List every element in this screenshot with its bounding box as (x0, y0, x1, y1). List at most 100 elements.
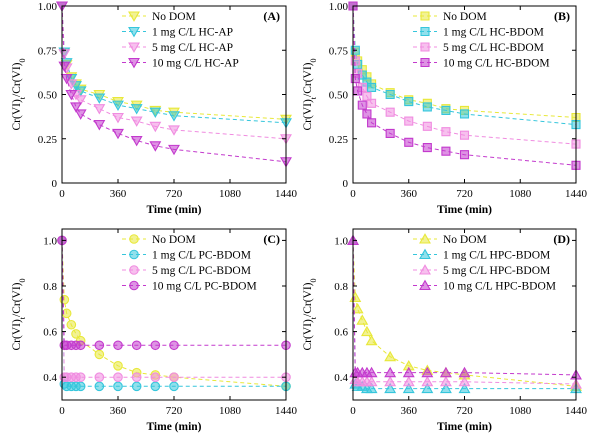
y-tick-label: 0.6 (43, 327, 57, 339)
panel-label: (C) (263, 232, 280, 246)
data-point (367, 82, 377, 92)
y-tick-label: 0.50 (38, 90, 58, 102)
legend-marker (129, 265, 139, 275)
legend-marker (128, 57, 140, 69)
data-point (150, 340, 161, 351)
series-line-1 (61, 240, 287, 387)
data-point (113, 381, 123, 392)
data-point (113, 372, 123, 383)
data-point (459, 109, 470, 119)
y-tick-label: 0 (343, 178, 349, 190)
x-tick-label: 1440 (275, 405, 298, 417)
data-point (71, 329, 81, 339)
data-point (353, 86, 363, 96)
y-tick-label: 0 (52, 178, 58, 190)
data-point (439, 382, 452, 394)
data-point (459, 150, 470, 160)
data-point (150, 372, 161, 383)
data-point (75, 372, 86, 383)
data-point (385, 128, 395, 138)
legend-marker (129, 249, 139, 260)
data-point (65, 89, 78, 101)
data-point (74, 109, 87, 120)
x-axis-title: Time (min) (437, 421, 492, 433)
series-line-2 (61, 240, 286, 387)
data-point (74, 95, 87, 106)
x-tick-label: 0 (59, 188, 65, 200)
y-tick-label: 0.4 (334, 372, 348, 384)
x-tick-label: 1080 (219, 405, 242, 417)
legend-marker (419, 233, 431, 244)
data-point (168, 111, 180, 122)
y-tick-label: 1.00 (38, 1, 58, 13)
data-point (422, 121, 432, 131)
y-tick-label: 0.75 (329, 45, 349, 57)
legend-marker (419, 248, 431, 260)
data-point (441, 105, 451, 115)
data-point (131, 381, 142, 392)
legend-entry-label: 1 mg C/L HC-AP (152, 27, 233, 39)
data-point (404, 137, 414, 147)
data-point (93, 93, 106, 104)
data-point (439, 366, 452, 378)
legend-entry-label: No DOM (152, 11, 196, 23)
legend-entry-label: 1 mg C/L HC-BDOM (443, 27, 544, 39)
data-point (384, 375, 397, 387)
data-point (422, 102, 432, 112)
data-point (169, 372, 179, 383)
y-axis-title: Cr(VI)t/Cr(VI)0 (302, 278, 318, 350)
y-tick-label: 0.50 (329, 90, 349, 102)
legend-marker (420, 57, 430, 68)
data-point (112, 128, 124, 140)
data-point (441, 127, 451, 137)
data-point (75, 340, 86, 351)
x-tick-label: 360 (401, 405, 418, 417)
data-point (60, 74, 73, 85)
data-point (458, 382, 471, 394)
data-point (75, 381, 86, 392)
y-tick-label: 0.25 (329, 134, 349, 146)
data-point (367, 98, 377, 108)
legend-marker (420, 42, 430, 52)
data-point (404, 97, 414, 107)
x-tick-label: 1080 (219, 188, 242, 200)
data-point (356, 314, 369, 325)
x-tick-label: 1080 (509, 188, 532, 200)
data-point (458, 366, 471, 378)
y-axis-title: Cr(VI)t/Cr(VI)0 (302, 58, 318, 130)
data-point (351, 302, 364, 314)
data-point (367, 118, 377, 128)
data-point (365, 334, 378, 346)
x-tick-label: 1440 (275, 188, 298, 200)
data-point (130, 104, 143, 115)
data-point (94, 340, 105, 351)
panel-label: (B) (554, 9, 570, 23)
data-point (94, 372, 105, 383)
data-point (422, 143, 432, 153)
data-point (149, 121, 162, 133)
data-point (113, 340, 123, 351)
data-point (402, 375, 415, 387)
data-point (385, 89, 395, 100)
legend-marker (420, 26, 430, 37)
data-point (150, 381, 161, 392)
y-tick-label: 0.6 (334, 327, 348, 339)
legend-entry-label: 5 mg C/L HC-BDOM (443, 42, 544, 54)
legend-entry-label: No DOM (152, 234, 196, 246)
x-tick-label: 360 (401, 188, 418, 200)
x-axis-title: Time (min) (437, 204, 492, 216)
data-point (66, 319, 77, 330)
data-point (131, 372, 142, 383)
data-point (70, 102, 82, 113)
legend-entry-label: 10 mg C/L HPC-BDOM (443, 281, 556, 293)
y-tick-label: 0.8 (43, 281, 57, 293)
legend-entry-label: 1 mg C/L PC-BDOM (152, 250, 251, 262)
data-point (365, 366, 378, 378)
x-tick-label: 0 (350, 188, 356, 200)
legend-marker (419, 279, 431, 291)
legend-marker (129, 280, 139, 291)
data-point (384, 366, 397, 378)
data-point (349, 291, 362, 302)
data-point (169, 381, 179, 392)
